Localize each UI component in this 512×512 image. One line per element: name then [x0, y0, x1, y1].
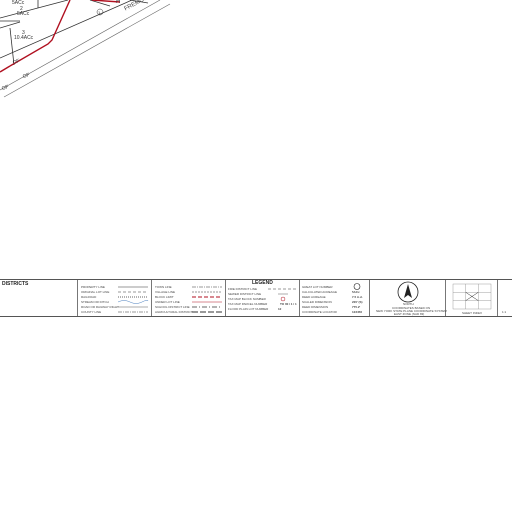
upper-acreage-label: 5ACc — [12, 0, 25, 6]
legend-sample: 12 — [278, 307, 282, 311]
sheet-index-panel: SHEET INDEX — [446, 280, 498, 316]
legend-item: COORDINATE LOCATOR — [302, 310, 337, 314]
legend-sample: 5ACc — [352, 290, 360, 294]
north-panel: NORTH COORDINATES BASED ON NEW YORK STAT… — [370, 280, 447, 316]
legend-sample: 123456 — [352, 310, 363, 314]
districts-panel: DISTRICTS — [0, 280, 78, 316]
legend-item: TAX MAP PARCEL NUMBER — [228, 302, 268, 306]
parcel-lines — [0, 0, 149, 66]
legend-item: COUNTY LINE — [81, 310, 102, 314]
north-label: NORTH — [403, 302, 414, 306]
great-lot-symbol — [353, 283, 361, 290]
legend-sample: 7.5 A.d. — [352, 295, 363, 299]
legend-item: TAX MAP BLOCK NUMBER — [228, 297, 266, 301]
legend-item: SEWER DISTRICT LINE — [228, 292, 262, 296]
north-arrow-icon — [397, 281, 419, 303]
sheet-index-grid — [452, 283, 492, 310]
legend-item: AGRICULTURAL DISTRICT — [155, 310, 193, 314]
legend-item: VILLAGE LINE — [155, 290, 176, 294]
parcel-acreage: 10.4ACc — [14, 35, 34, 41]
legend-symbols — [117, 286, 149, 313]
legend-item: BLOCK LIMIT — [155, 295, 174, 299]
parcel-circle-marker — [96, 8, 104, 16]
legend-sample: 775.2' — [352, 305, 361, 309]
legend-sample: TO 00 / 1 / 1 — [280, 302, 297, 306]
coord-note: COORDINATES BASED ON — [392, 306, 431, 310]
legend-item: ORIGINAL LOT LINE — [81, 290, 110, 294]
legend-item: ROAD OR RAILWAY RIGHT — [81, 305, 119, 309]
legend-item: CALCULATED ACREAGE — [302, 290, 337, 294]
sheet-index-label: SHEET INDEX — [462, 311, 482, 315]
legend-item: STREAM OR DITCH — [81, 300, 109, 304]
parcel-number: 3 — [22, 30, 25, 36]
legend-item: GREAT LOT NUMBER — [302, 285, 333, 289]
legend-item: FLOOD PLAIN LOT NUMBER — [228, 307, 269, 311]
legend-item: RAILROAD — [81, 295, 97, 299]
parcel-acreage: 5ACc — [17, 11, 30, 17]
legend-symbols — [192, 286, 222, 313]
legend-item: DEED ACREAGE — [302, 295, 326, 299]
legend-bar: DISTRICTS PROPERTY LINE ORIGINAL LOT LIN… — [0, 279, 512, 317]
legend-item: DEED DIMENSION — [302, 305, 329, 309]
legend-col-1: PROPERTY LINE ORIGINAL LOT LINE RAILROAD… — [78, 280, 152, 316]
circle-label: 1 — [98, 10, 101, 15]
legend-item: FIRE DISTRICT LINE — [228, 287, 257, 291]
legend-col-2: TOWN LINE VILLAGE LINE BLOCK LIMIT UNDER… — [152, 280, 226, 316]
legend-col-4: GREAT LOT NUMBER CALCULATED ACREAGE DEED… — [300, 280, 370, 316]
legend-symbols — [268, 288, 296, 302]
legend-item: TOWN LINE — [155, 285, 172, 289]
coord-note: EAST ZONE (NAD 83) — [394, 312, 425, 316]
legend-title: LEGEND — [252, 280, 273, 286]
legend-item: UNDER LOT LINE — [155, 300, 180, 304]
road-fragment: H — [116, 0, 121, 5]
legend-sample: 220' (S) — [352, 300, 363, 304]
legend-item: SCHOOL DISTRICT LINE — [155, 305, 190, 309]
legend-col-3: LEGEND FIRE DISTRICT LINE SEWER DISTRICT… — [226, 280, 300, 316]
parcel-number: 2 — [20, 6, 23, 12]
coord-note: NEW YORK STATE PLANE COORDINATE SYSTEM — [376, 309, 447, 313]
red-boundary-line — [0, 0, 121, 73]
legend-item: PROPERTY LINE — [81, 285, 105, 289]
road-edge — [0, 0, 171, 98]
far-right-label: 1:1 — [502, 310, 507, 314]
districts-label: DISTRICTS — [2, 281, 29, 287]
legend-item: SCALED DIMENSION — [302, 300, 332, 304]
